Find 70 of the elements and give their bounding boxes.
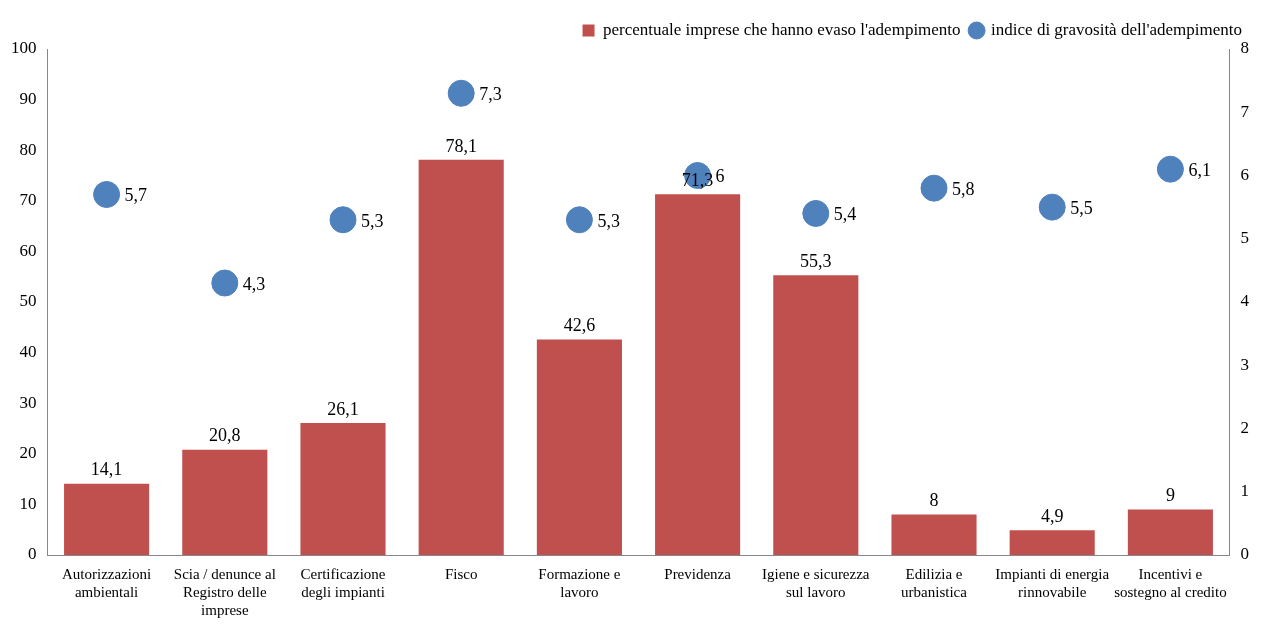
legend-label: percentuale imprese che hanno evaso l'adempimento: [603, 19, 961, 39]
x-tick-label: Autorizzazioni ambientali: [62, 565, 152, 600]
bar: [418, 159, 504, 555]
x-tick-label: Scia / denunce al Registro delle imprese: [173, 565, 276, 618]
data-label: 5,8: [952, 178, 975, 199]
data-label: 5,4: [833, 204, 857, 225]
bar: [182, 449, 268, 555]
y2-tick-label: 6: [1240, 164, 1249, 184]
x-tick-label: Fisco: [444, 565, 478, 582]
data-label: 5,3: [361, 210, 384, 231]
data-label: 6,1: [1188, 159, 1211, 180]
bar: [655, 194, 741, 555]
data-label: 26,1: [327, 398, 359, 419]
data-label: 9: [1165, 485, 1175, 506]
point: [447, 79, 475, 107]
y-tick-label: 70: [19, 190, 37, 210]
data-label: 6: [715, 166, 725, 187]
data-label: 20,8: [209, 425, 241, 446]
y2-tick-label: 1: [1240, 481, 1249, 501]
y2-tick-label: 3: [1240, 354, 1249, 374]
y-tick-label: 20: [19, 443, 37, 463]
y2-tick-label: 7: [1240, 101, 1250, 121]
y2-tick-label: 5: [1240, 228, 1249, 248]
data-label: 4,3: [242, 273, 266, 294]
y-tick-label: 50: [19, 291, 37, 311]
y-tick-label: 30: [19, 392, 37, 412]
bar: [64, 483, 150, 555]
y2-tick-label: 2: [1240, 417, 1249, 437]
point: [802, 199, 830, 227]
y2-tick-label: 0: [1240, 544, 1249, 564]
x-tick-label: Igiene e sicurezza sul lavoro: [762, 565, 870, 600]
point: [1156, 155, 1184, 183]
data-label: 5,3: [597, 210, 620, 231]
data-label: 14,1: [90, 459, 123, 480]
y-tick-label: 40: [19, 342, 37, 362]
data-label: 8: [929, 490, 939, 511]
point: [1038, 193, 1066, 221]
y-tick-label: 90: [19, 89, 37, 109]
data-label: 5,5: [1070, 197, 1093, 218]
bar: [536, 339, 622, 555]
bar: [1009, 530, 1095, 555]
point: [93, 180, 121, 208]
data-label: 55,3: [800, 250, 832, 271]
data-label: 4,9: [1040, 505, 1064, 526]
y-tick-label: 0: [28, 544, 37, 564]
y-tick-label: 80: [19, 139, 37, 159]
data-label: 7,3: [479, 84, 502, 105]
x-tick-label: Previdenza: [664, 565, 732, 582]
data-label: 78,1: [445, 135, 477, 156]
y2-tick-label: 4: [1240, 291, 1250, 311]
point: [920, 174, 948, 202]
y-tick-label: 10: [19, 493, 37, 513]
y-tick-label: 100: [11, 38, 37, 58]
y2-tick-label: 8: [1240, 38, 1249, 58]
x-tick-label: Incentivi e sostegno al credito: [1114, 565, 1227, 600]
x-tick-label: Formazione e lavoro: [538, 565, 621, 600]
point: [565, 206, 593, 234]
bar: [773, 275, 859, 555]
bar: [1127, 509, 1213, 555]
x-tick-label: Impianti di energia rinnovabile: [995, 565, 1110, 600]
point: [211, 269, 239, 297]
point: [329, 206, 357, 234]
data-label: 5,7: [124, 185, 148, 206]
x-tick-label: Certificazione degli impianti: [300, 565, 386, 600]
x-tick-label: Edilizia e urbanistica: [901, 565, 968, 600]
y-tick-label: 60: [19, 240, 37, 260]
legend-label: indice di gravosità dell'adempimento: [991, 19, 1243, 39]
bar: [891, 514, 977, 555]
data-label: 42,6: [563, 315, 596, 336]
bar: [300, 422, 386, 555]
